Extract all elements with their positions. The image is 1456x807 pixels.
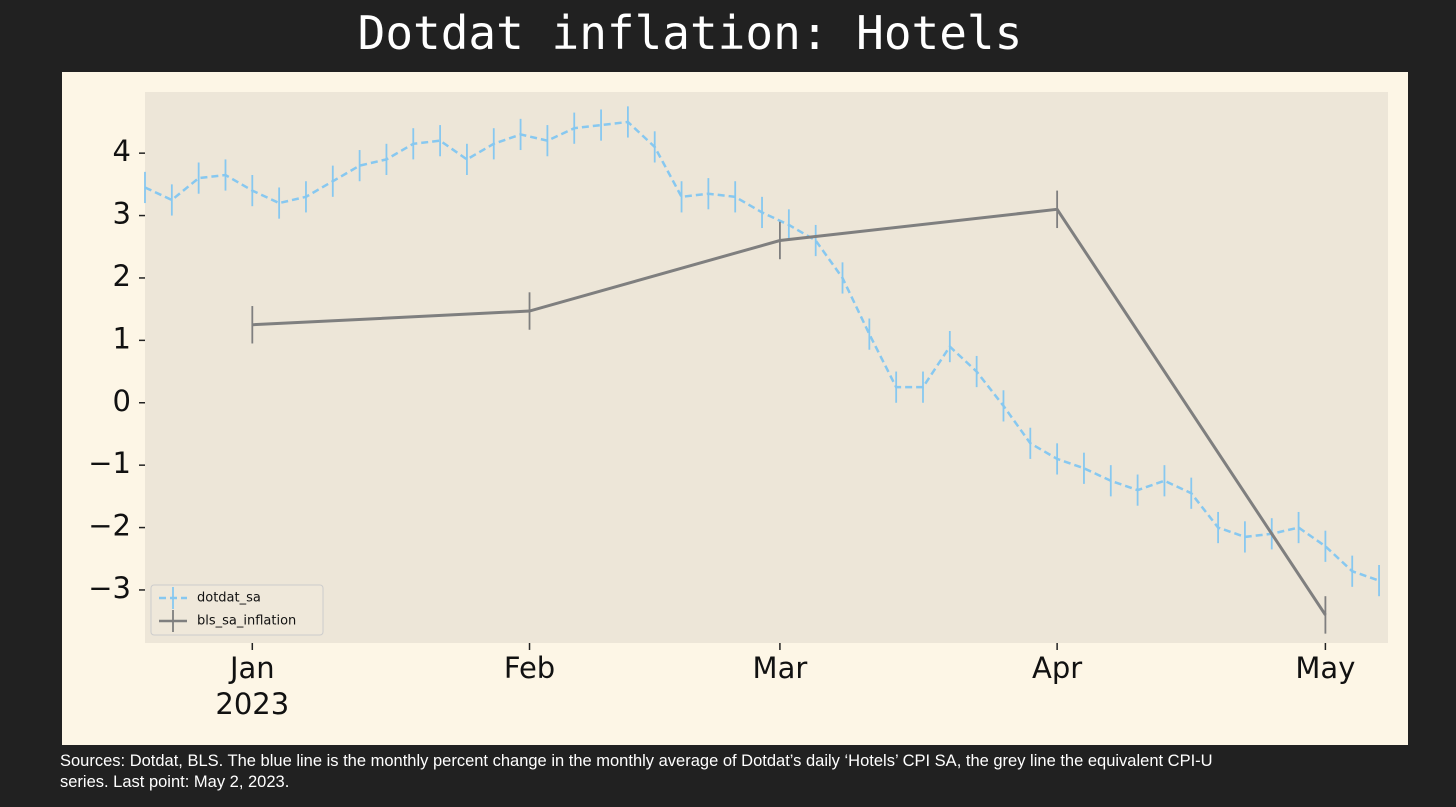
y-tick-label: −1 (88, 446, 131, 480)
chart-title: Dotdat inflation: Hotels (357, 6, 1023, 60)
x-tick-label: Mar (753, 651, 808, 685)
legend-box (150, 584, 324, 636)
footnote: Sources: Dotdat, BLS. The blue line is t… (60, 752, 1213, 791)
y-tick-label: 4 (113, 134, 131, 168)
plot-area (145, 92, 1388, 643)
y-tick-label: 2 (113, 259, 131, 293)
x-tick-label: Feb (504, 651, 555, 685)
y-tick-label: −3 (88, 571, 131, 605)
y-tick-label: −2 (88, 509, 131, 543)
x-tick-year: 2023 (215, 687, 289, 721)
y-tick-label: 3 (113, 197, 131, 231)
x-tick-label: May (1295, 651, 1355, 685)
legend-label: bls_sa_inflation (197, 614, 296, 629)
legend-label: dotdat_sa (197, 591, 261, 606)
x-tick-label: Jan (228, 651, 275, 685)
y-tick-label: 0 (113, 384, 131, 418)
y-tick-label: 1 (113, 321, 131, 355)
x-tick-label: Apr (1032, 651, 1082, 685)
